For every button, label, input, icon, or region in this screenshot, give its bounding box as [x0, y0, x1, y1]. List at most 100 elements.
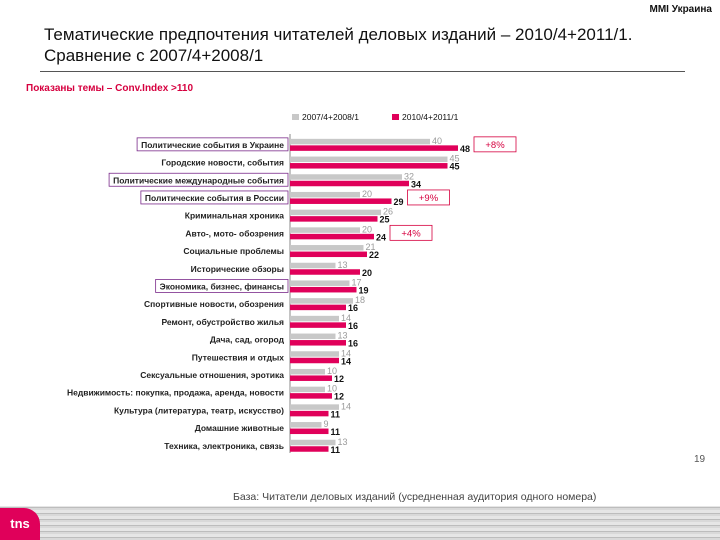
base-note: База: Читатели деловых изданий (усреднен…: [233, 491, 597, 503]
value-label-old: 45: [450, 154, 460, 164]
category-label: Ремонт, обустройство жилья: [161, 317, 284, 327]
category-label: Дача, сад, огород: [210, 335, 285, 345]
category-label: Исторические обзоры: [191, 264, 284, 274]
tns-logo: tns: [0, 508, 40, 540]
value-label-new: 48: [460, 144, 470, 154]
value-label-old: 14: [341, 348, 351, 358]
value-label-new: 19: [359, 285, 369, 295]
value-label-new: 12: [334, 374, 344, 384]
bar-old: [290, 227, 360, 233]
category-label: Техника, электроника, связь: [164, 441, 284, 451]
bar-new: [290, 251, 367, 258]
value-label-old: 17: [352, 277, 362, 287]
value-label-new: 20: [362, 268, 372, 278]
value-label-old: 20: [362, 189, 372, 199]
value-label-old: 14: [341, 401, 351, 411]
bar-old: [290, 333, 336, 340]
legend-label-0: 2007/4+2008/1: [302, 112, 359, 122]
annotation-box: [389, 224, 433, 241]
legend-label-1: 2010/4+2011/1: [402, 112, 459, 122]
value-label-new: 16: [348, 303, 358, 313]
category-highlight-box: [136, 137, 289, 152]
value-label-new: 16: [348, 321, 358, 331]
bar-new: [290, 145, 458, 151]
bar-old: [290, 298, 353, 304]
bar-new: [290, 216, 378, 222]
bar-new: [290, 322, 346, 328]
bar-old: [290, 262, 336, 269]
title-line-1: Тематические предпочтения читателей дело…: [44, 25, 633, 44]
category-highlight-box: [140, 190, 289, 205]
bar-old: [290, 404, 339, 410]
bar-old: [290, 422, 322, 428]
value-label-new: 29: [394, 197, 404, 207]
value-label-old: 13: [338, 260, 348, 270]
value-label-new: 34: [411, 179, 421, 189]
category-label: Домашние животные: [195, 423, 285, 433]
page-number: 19: [694, 454, 706, 465]
value-label-old: 10: [327, 366, 337, 376]
bar-old: [290, 156, 448, 163]
bar-old: [290, 209, 381, 216]
annotation-label: +9%: [419, 193, 439, 204]
bar-new: [290, 180, 409, 187]
annotation-label: +4%: [401, 228, 421, 239]
bar-new: [290, 446, 329, 452]
bar-old: [290, 368, 325, 375]
chart-subtitle: Показаны темы – Conv.Index >110: [26, 83, 194, 94]
category-label: Экономика, бизнес, финансы: [160, 281, 284, 291]
annotation-label: +8%: [485, 140, 505, 151]
value-label-new: 24: [376, 232, 386, 242]
value-label-old: 10: [327, 384, 337, 394]
category-highlight-box: [155, 279, 289, 293]
value-label-new: 11: [331, 445, 341, 453]
bar-old: [290, 191, 360, 198]
category-label: Городские новости, события: [161, 158, 284, 168]
bar-old: [290, 138, 430, 145]
category-label: Политические события в России: [145, 193, 284, 203]
value-label-new: 16: [348, 339, 358, 349]
category-label: Политические события в Украине: [141, 140, 284, 150]
bar-old: [290, 245, 364, 251]
category-label: Политические международные события: [113, 175, 284, 185]
category-label: Недвижимость: покупка, продажа, аренда, …: [67, 388, 284, 398]
value-label-old: 40: [432, 136, 442, 146]
value-label-new: 11: [331, 427, 341, 437]
value-label-old: 21: [366, 242, 376, 252]
bar-new: [290, 357, 339, 364]
bar-new: [290, 286, 357, 293]
value-label-new: 25: [380, 215, 390, 225]
value-label-new: 45: [450, 162, 460, 172]
brand-label: MMI Украина: [649, 4, 712, 15]
bar-new: [290, 163, 448, 169]
bar-chart: 2007/4+2008/1 2010/4+2011/1 Политические с…: [67, 112, 517, 453]
legend-swatch-0: [292, 114, 299, 120]
bar-old: [290, 351, 339, 357]
value-label-old: 13: [338, 331, 348, 341]
bar-old: [290, 315, 339, 322]
annotation-box: [473, 136, 517, 153]
value-label-new: 12: [334, 392, 344, 402]
bar-old: [290, 174, 402, 180]
bar-new: [290, 304, 346, 311]
value-label-old: 18: [355, 295, 365, 305]
category-label: Криминальная хроника: [185, 211, 285, 221]
bar-new: [290, 269, 360, 275]
bar-new: [290, 198, 392, 204]
legend-swatch-1: [392, 114, 399, 120]
value-label-old: 20: [362, 224, 372, 234]
category-label: Культура (литература, театр, искусство): [114, 405, 284, 415]
category-highlight-box: [108, 172, 289, 187]
bar-new: [290, 375, 332, 381]
category-label: Социальные проблемы: [183, 246, 284, 256]
value-label-old: 13: [338, 437, 348, 447]
bar-new: [290, 393, 332, 399]
value-label-new: 11: [331, 409, 341, 419]
category-label: Авто-, мото- обозрения: [185, 228, 284, 238]
newspaper-photo-strip: [0, 506, 720, 540]
bar-new: [290, 428, 329, 435]
title-line-2: Сравнение с 2007/4+2008/1: [44, 46, 264, 65]
bar-new: [290, 410, 329, 417]
value-label-old: 9: [324, 419, 329, 429]
title-divider: [40, 71, 685, 72]
